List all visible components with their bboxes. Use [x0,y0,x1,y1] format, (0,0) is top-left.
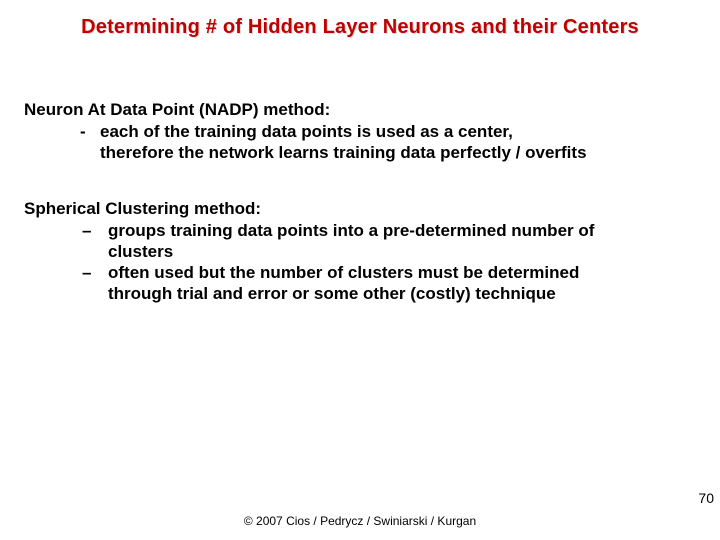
spherical-bullet-2: – often used but the number of clusters … [24,263,696,304]
endash-spacer [80,284,108,305]
copyright: © 2007 Cios / Pedrycz / Swiniarski / Kur… [0,514,720,528]
spherical-b2-line2: through trial and error or some other (c… [108,284,696,305]
spherical-heading: Spherical Clustering method: [24,199,696,219]
nadp-line1: each of the training data points is used… [100,122,696,143]
nadp-line2: therefore the network learns training da… [100,143,696,164]
spherical-b1-line2: clusters [108,242,696,263]
spherical-bullet-1: – groups training data points into a pre… [24,221,696,262]
endash-icon: – [80,263,108,284]
slide-title: Determining # of Hidden Layer Neurons an… [0,16,720,39]
spherical-b2-line1: often used but the number of clusters mu… [108,263,696,284]
nadp-bullet: - each of the training data points is us… [24,122,696,163]
nadp-heading: Neuron At Data Point (NADP) method: [24,100,696,120]
section-nadp: Neuron At Data Point (NADP) method: - ea… [24,100,696,163]
section-spherical: Spherical Clustering method: – groups tr… [24,199,696,304]
dash-icon: - [80,122,100,143]
spherical-b1-line1: groups training data points into a pre-d… [108,221,696,242]
slide-body: Neuron At Data Point (NADP) method: - ea… [24,100,696,340]
page-number: 70 [698,490,714,506]
dash-spacer [80,143,100,164]
endash-spacer [80,242,108,263]
endash-icon: – [80,221,108,242]
